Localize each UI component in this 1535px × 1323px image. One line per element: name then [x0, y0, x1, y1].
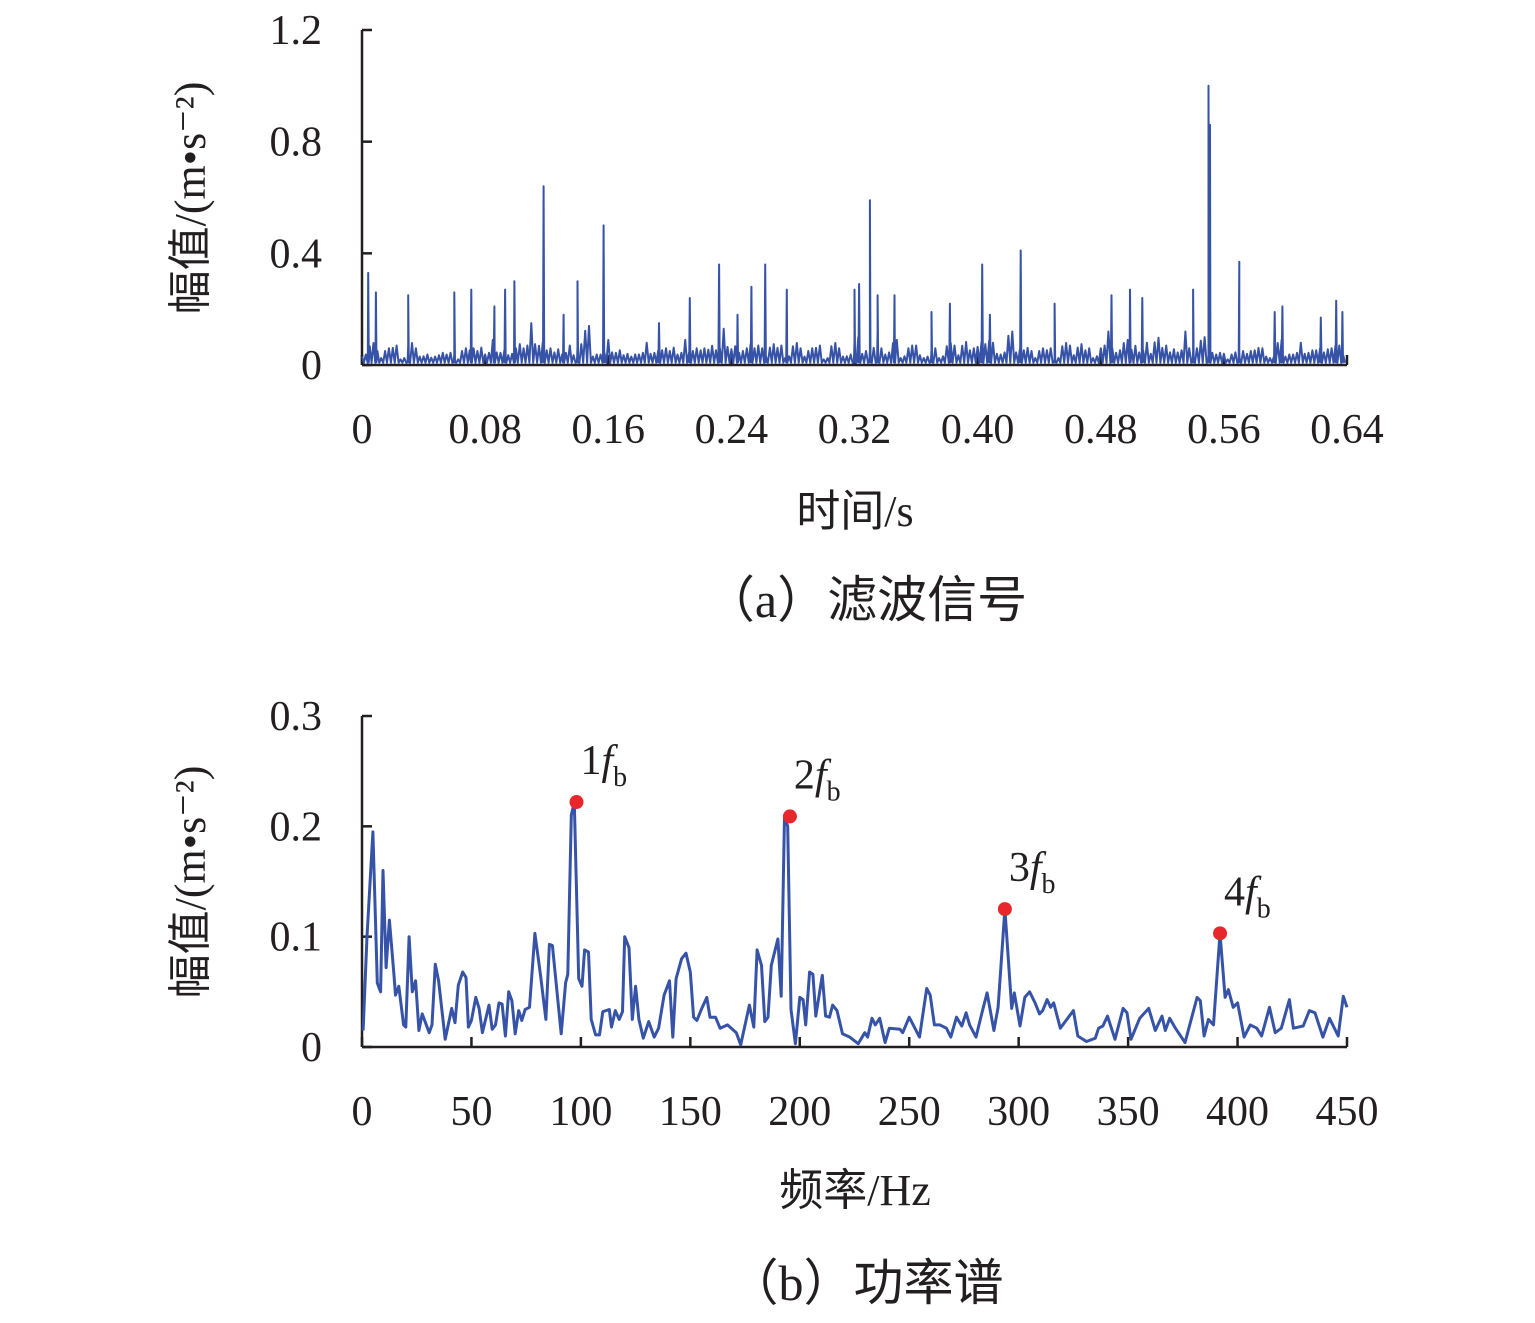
- x-tick-label: 300: [987, 1089, 1050, 1135]
- peak-annotation: 1fb: [581, 738, 628, 793]
- peak-marker: [782, 809, 797, 824]
- peak-marker: [997, 902, 1012, 917]
- x-tick-label: 50: [450, 1089, 492, 1135]
- x-tick-label: 0.40: [941, 407, 1015, 453]
- y-tick-label: 0: [301, 343, 322, 389]
- x-tick-label: 450: [1316, 1089, 1379, 1135]
- y-tick-label: 0: [301, 1025, 322, 1071]
- peak-annotation: 2fb: [794, 752, 841, 807]
- x-tick-label: 0.64: [1310, 407, 1384, 453]
- y-tick-label: 0.3: [270, 694, 323, 740]
- x-tick-label: 0.56: [1187, 407, 1261, 453]
- signal-plot-area: 0 0.4 0.8 1.2 0 0.08 0.16 0.24 0.32 0.40 0.48 0.56 0…: [270, 8, 1384, 453]
- spectrum-plot-area: 0 0.1 0.2 0.3 0 50 100 150 200 250 300 350 400 450 1fb…: [270, 694, 1379, 1135]
- caption-b: （b）功率谱: [729, 1255, 1004, 1311]
- spectrum-series-line: [361, 800, 1349, 1047]
- annotation-harmonic-number: 2: [794, 752, 815, 798]
- x-tick-label: 0.48: [1064, 407, 1138, 453]
- annotation-harmonic-number: 4: [1224, 869, 1245, 915]
- x-tick-label: 0.32: [818, 407, 892, 453]
- y-tick-label: 0.2: [270, 804, 323, 850]
- y-tick-label: 1.2: [270, 8, 323, 54]
- panel-b-power-spectrum: 0 0.1 0.2 0.3 0 50 100 150 200 250 300 350 400 450 1fb…: [166, 694, 1379, 1311]
- y-axis-title: 幅值/(m•s⁻²): [166, 82, 215, 315]
- peak-annotation: 4fb: [1224, 869, 1271, 924]
- y-tick-label: 0.8: [270, 120, 323, 166]
- panel-a-filtered-signal: 0 0.4 0.8 1.2 0 0.08 0.16 0.24 0.32 0.40 0.48 0.56 0…: [166, 8, 1384, 628]
- signal-series-line: [361, 84, 1347, 364]
- x-tick-label: 0: [352, 1089, 373, 1135]
- peak-marker: [569, 795, 584, 810]
- x-tick-label: 0.24: [695, 407, 769, 453]
- x-tick-label: 350: [1097, 1089, 1160, 1135]
- x-tick-label: 400: [1206, 1089, 1269, 1135]
- x-tick-label: 150: [659, 1089, 722, 1135]
- y-axis-title: 幅值/(m•s⁻²): [166, 766, 215, 999]
- annotation-harmonic-number: 1: [581, 738, 602, 784]
- y-tick-label: 0.1: [270, 915, 323, 961]
- annotation-harmonic-number: 3: [1009, 845, 1030, 891]
- x-tick-label: 0.08: [448, 407, 522, 453]
- caption-a: （a）滤波信号: [705, 572, 1027, 628]
- x-tick-label: 250: [878, 1089, 941, 1135]
- annotation-subscript: b: [1042, 869, 1056, 900]
- x-axis-title: 时间/s: [796, 487, 913, 536]
- x-axis-title: 频率/Hz: [779, 1166, 931, 1215]
- y-tick-label: 0.4: [270, 231, 323, 277]
- x-tick-label: 100: [549, 1089, 612, 1135]
- annotation-subscript: b: [1257, 893, 1271, 924]
- peak-marker: [1213, 926, 1228, 941]
- x-tick-label: 200: [768, 1089, 831, 1135]
- peak-annotation: 3fb: [1009, 845, 1056, 900]
- x-tick-label: 0: [352, 407, 373, 453]
- x-tick-label: 0.16: [572, 407, 646, 453]
- annotation-subscript: b: [613, 762, 627, 793]
- annotation-subscript: b: [827, 776, 841, 807]
